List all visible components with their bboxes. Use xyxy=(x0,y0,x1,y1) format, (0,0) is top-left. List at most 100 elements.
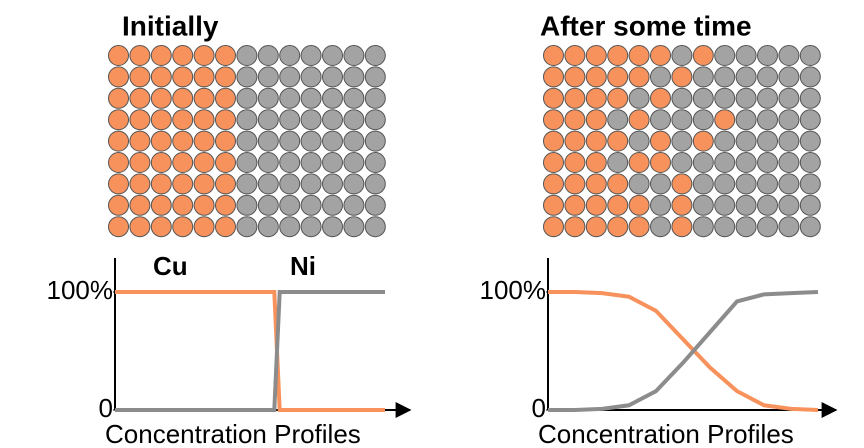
atom xyxy=(779,174,799,194)
atom xyxy=(544,67,564,87)
atom xyxy=(800,131,820,151)
atom xyxy=(280,174,300,194)
atom xyxy=(301,195,321,215)
atom xyxy=(151,88,171,108)
atom xyxy=(216,46,236,66)
atom xyxy=(194,153,214,173)
atom xyxy=(586,46,606,66)
atom xyxy=(779,153,799,173)
atom xyxy=(672,88,692,108)
atom xyxy=(608,195,628,215)
atom xyxy=(194,46,214,66)
atom xyxy=(608,110,628,130)
atom xyxy=(301,46,321,66)
atom xyxy=(565,110,585,130)
atom xyxy=(216,174,236,194)
atom xyxy=(365,88,385,108)
diagram: Initially100%0Concentration ProfilesCuNi… xyxy=(0,0,864,448)
atom xyxy=(758,174,778,194)
atom xyxy=(216,131,236,151)
atom xyxy=(544,46,564,66)
atom xyxy=(800,88,820,108)
atom xyxy=(608,131,628,151)
atom xyxy=(651,67,671,87)
atom xyxy=(323,174,343,194)
atom xyxy=(194,131,214,151)
atom xyxy=(130,88,150,108)
atom xyxy=(258,217,278,237)
atom xyxy=(672,46,692,66)
atom xyxy=(151,195,171,215)
atom xyxy=(758,88,778,108)
atom xyxy=(651,195,671,215)
atom xyxy=(109,217,129,237)
atom xyxy=(758,195,778,215)
atom xyxy=(693,174,713,194)
atom xyxy=(323,217,343,237)
atom xyxy=(237,195,257,215)
atom xyxy=(323,195,343,215)
atom xyxy=(586,88,606,108)
atom xyxy=(544,110,564,130)
atom xyxy=(565,67,585,87)
atom xyxy=(800,195,820,215)
atom xyxy=(130,153,150,173)
atom xyxy=(629,217,649,237)
atom xyxy=(758,46,778,66)
atom xyxy=(258,195,278,215)
atom xyxy=(608,174,628,194)
atom xyxy=(544,174,564,194)
atom xyxy=(693,67,713,87)
atom xyxy=(544,88,564,108)
atom xyxy=(693,153,713,173)
atom xyxy=(736,67,756,87)
atom xyxy=(323,131,343,151)
atom xyxy=(151,110,171,130)
atom xyxy=(608,67,628,87)
atom xyxy=(629,46,649,66)
atom xyxy=(173,174,193,194)
atom xyxy=(651,153,671,173)
atom xyxy=(544,153,564,173)
atom xyxy=(109,174,129,194)
atom xyxy=(672,217,692,237)
atom xyxy=(130,131,150,151)
atom xyxy=(672,131,692,151)
atom xyxy=(736,195,756,215)
atom xyxy=(800,110,820,130)
atom xyxy=(173,217,193,237)
atom xyxy=(672,153,692,173)
atom xyxy=(779,131,799,151)
atom xyxy=(629,88,649,108)
atom xyxy=(586,217,606,237)
atom xyxy=(693,88,713,108)
atom xyxy=(130,46,150,66)
panel-title: After some time xyxy=(540,10,752,41)
atom xyxy=(173,195,193,215)
profile-line xyxy=(115,292,385,410)
atom xyxy=(651,110,671,130)
atom xyxy=(280,67,300,87)
atom xyxy=(344,195,364,215)
atom xyxy=(608,88,628,108)
atom xyxy=(365,153,385,173)
atom xyxy=(301,217,321,237)
atom xyxy=(565,195,585,215)
atom xyxy=(758,67,778,87)
profile-line xyxy=(548,292,818,410)
atom xyxy=(779,195,799,215)
atom xyxy=(365,217,385,237)
atom xyxy=(365,46,385,66)
atom xyxy=(693,217,713,237)
atom xyxy=(736,131,756,151)
atom xyxy=(344,174,364,194)
atom xyxy=(216,195,236,215)
atom xyxy=(693,195,713,215)
atom xyxy=(280,131,300,151)
atom xyxy=(237,46,257,66)
atom xyxy=(629,131,649,151)
atom xyxy=(237,131,257,151)
atom xyxy=(779,88,799,108)
atom xyxy=(301,88,321,108)
atom xyxy=(779,110,799,130)
